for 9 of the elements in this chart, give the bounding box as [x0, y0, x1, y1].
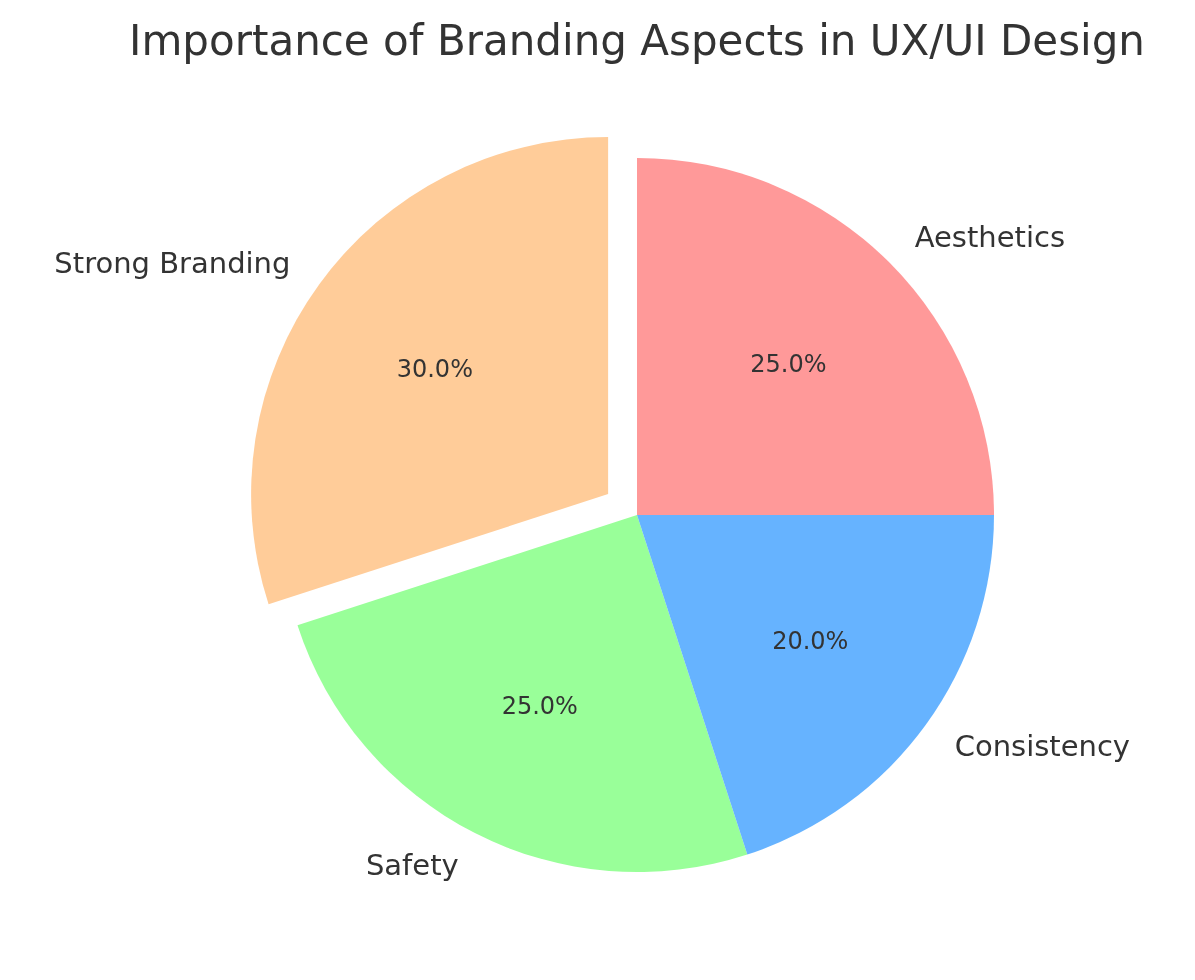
- data-label: 25.0%: [501, 692, 578, 721]
- chart-title: Importance of Branding Aspects in UX/UI Design: [129, 16, 1145, 65]
- slice-label: Consistency: [954, 728, 1131, 763]
- data-label: 25.0%: [750, 349, 827, 378]
- data-label: 20.0%: [772, 627, 849, 656]
- slice-label: Strong Branding: [54, 246, 291, 281]
- data-label: 30.0%: [396, 354, 473, 383]
- slice-label: Safety: [365, 848, 459, 883]
- slice-label: Aesthetics: [914, 220, 1066, 255]
